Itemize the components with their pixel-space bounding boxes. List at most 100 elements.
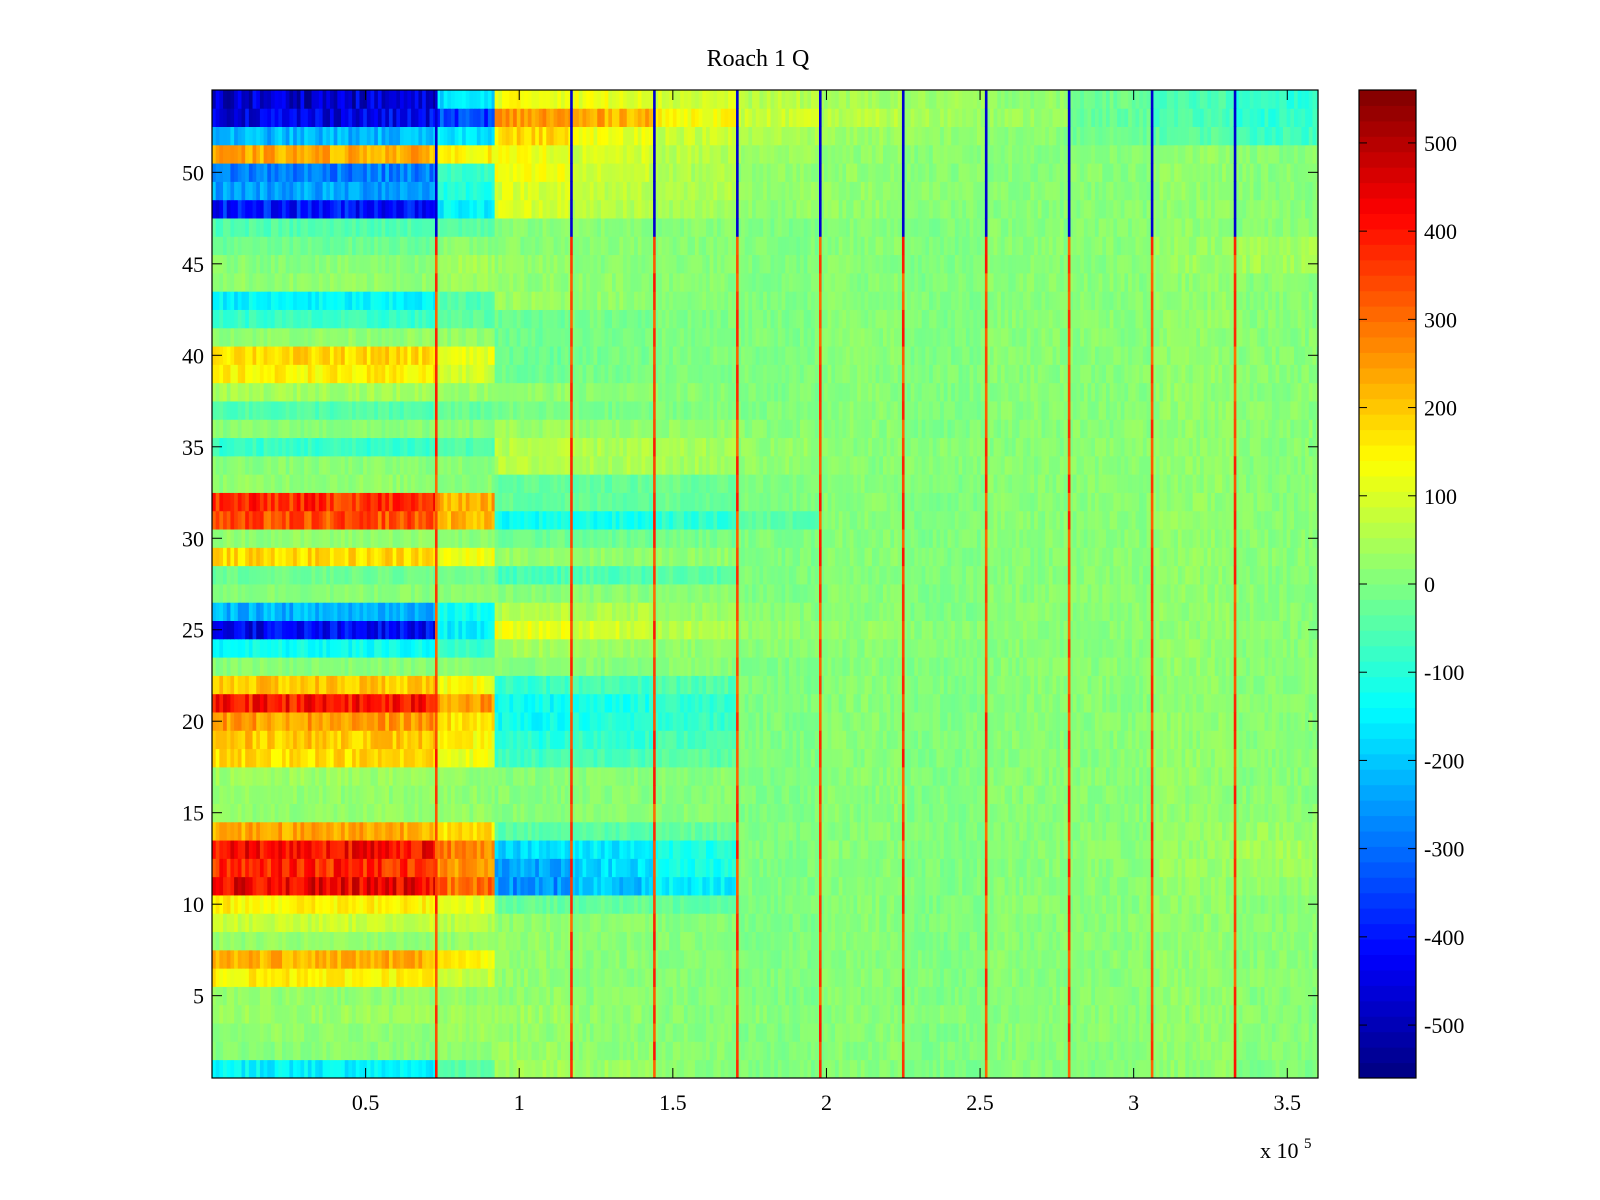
- heatmap-cell: [860, 1004, 866, 1024]
- heatmap-cell: [1214, 803, 1220, 823]
- heatmap-cell: [827, 986, 832, 1006]
- heatmap-cell: [777, 986, 783, 1006]
- heatmap-cell: [914, 1041, 919, 1061]
- heatmap-cell: [263, 821, 268, 841]
- heatmap-cell: [582, 876, 587, 896]
- heatmap-cell: [634, 876, 639, 896]
- heatmap-cell: [300, 968, 305, 987]
- heatmap-cell: [370, 821, 375, 841]
- heatmap-cell: [759, 1041, 764, 1061]
- heatmap-cell: [473, 840, 478, 859]
- heatmap-cell: [623, 785, 628, 804]
- heatmap-cell: [803, 1059, 808, 1079]
- heatmap-cell: [1286, 858, 1291, 878]
- heatmap-cell: [744, 895, 750, 914]
- heatmap-cell: [694, 840, 700, 859]
- heatmap-cell: [1316, 858, 1319, 878]
- heatmap-cell: [318, 1004, 324, 1024]
- heatmap-cell: [1196, 1023, 1201, 1042]
- heatmap-cell: [986, 913, 991, 933]
- heatmap-cell: [906, 913, 912, 933]
- heatmap-cell: [1146, 986, 1151, 1006]
- heatmap-cell: [1113, 1059, 1118, 1079]
- heatmap-cell: [637, 858, 643, 878]
- heatmap-cell: [752, 968, 757, 987]
- heatmap-cell: [619, 1059, 624, 1079]
- heatmap-cell: [487, 766, 493, 786]
- heatmap-cell: [1297, 803, 1303, 823]
- heatmap-cell: [626, 1059, 632, 1079]
- heatmap-cell: [487, 1004, 493, 1024]
- heatmap-cell: [418, 895, 423, 914]
- heatmap-cell: [458, 968, 463, 987]
- heatmap-cell: [943, 895, 949, 914]
- heatmap-cell: [1218, 986, 1223, 1006]
- heatmap-cell: [531, 803, 536, 823]
- heatmap-cell: [608, 1023, 613, 1042]
- heatmap-cell: [1294, 931, 1299, 951]
- heatmap-cell: [1098, 895, 1103, 914]
- heatmap-cell: [212, 968, 217, 987]
- heatmap-cell: [777, 785, 783, 804]
- heatmap-cell: [785, 803, 790, 823]
- heatmap-cell: [447, 949, 452, 969]
- heatmap-cell: [608, 858, 613, 878]
- heatmap-cell: [713, 803, 718, 823]
- heatmap-cell: [259, 1004, 265, 1024]
- heatmap-cell: [1015, 1059, 1020, 1079]
- heatmap-cell: [553, 968, 558, 987]
- heatmap-cell: [1200, 803, 1205, 823]
- heatmap-cell: [820, 931, 825, 951]
- heatmap-cell: [755, 1041, 761, 1061]
- heatmap-cell: [1023, 821, 1028, 841]
- heatmap-cell: [311, 803, 316, 823]
- heatmap-cell: [385, 968, 390, 987]
- heatmap-cell: [894, 913, 899, 933]
- heatmap-cell: [744, 803, 750, 823]
- heatmap-cell: [237, 876, 243, 896]
- heatmap-cell: [785, 785, 790, 804]
- heatmap-cell: [741, 913, 746, 933]
- heatmap-cell: [1211, 858, 1216, 878]
- heatmap-cell: [1225, 876, 1231, 896]
- heatmap-cell: [520, 858, 525, 878]
- heatmap-cell: [612, 1041, 617, 1061]
- heatmap-cell: [777, 913, 783, 933]
- heatmap-cell: [476, 913, 482, 933]
- heatmap-cell: [724, 785, 729, 804]
- heatmap-cell: [535, 949, 540, 969]
- heatmap-cell: [969, 821, 974, 841]
- heatmap-cell: [509, 803, 514, 823]
- heatmap-cell: [524, 949, 529, 969]
- heatmap-cell: [400, 858, 405, 878]
- heatmap-cell: [800, 1041, 805, 1061]
- heatmap-cell: [557, 895, 562, 914]
- heatmap-cell: [263, 968, 268, 987]
- heatmap-cell: [1192, 803, 1197, 823]
- heatmap-cell: [1048, 1041, 1054, 1061]
- heatmap-cell: [1063, 986, 1068, 1006]
- heatmap-cell: [910, 821, 915, 841]
- heatmap-cell: [586, 913, 591, 933]
- heatmap-cell: [586, 821, 591, 841]
- heatmap-cell: [763, 803, 768, 823]
- heatmap-cell: [505, 913, 510, 933]
- heatmap-cell: [1131, 821, 1137, 841]
- heatmap-cell: [807, 785, 812, 804]
- heatmap-cell: [1063, 931, 1068, 951]
- heatmap-cell: [315, 821, 320, 841]
- heatmap-cell: [717, 949, 722, 969]
- heatmap-cell: [341, 913, 346, 933]
- heatmap-cell: [1166, 858, 1172, 878]
- heatmap-cell: [237, 766, 243, 786]
- heatmap-cell: [1257, 858, 1262, 878]
- heatmap-cell: [454, 913, 459, 933]
- heatmap-cell: [969, 931, 974, 951]
- heatmap-cell: [377, 895, 383, 914]
- heatmap-cell: [575, 968, 580, 987]
- heatmap-cell: [661, 1023, 667, 1042]
- heatmap-cell: [717, 858, 722, 878]
- heatmap-cell: [1235, 1023, 1240, 1042]
- heatmap-cell: [586, 931, 591, 951]
- heatmap-cell: [1249, 931, 1255, 951]
